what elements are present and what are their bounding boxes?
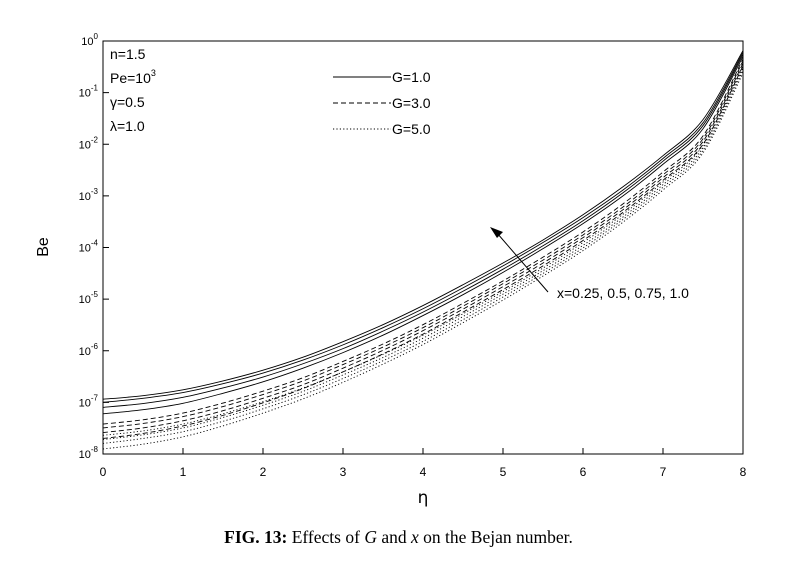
series-line-g1-0-solid — [102, 56, 744, 415]
legend: G=1.0 G=3.0 G=5.0 — [333, 69, 431, 137]
y-tick-label: 10-5 — [79, 290, 99, 306]
series-line-g3-0-dashed — [102, 58, 744, 425]
parameter-box: n=1.5 Pe=103 γ=0.5 λ=1.0 — [110, 46, 156, 134]
series-line-g1-0-solid — [102, 50, 744, 400]
parameter-label: γ=0.5 — [110, 94, 145, 110]
x-tick-label: 2 — [260, 465, 267, 479]
x-tick-label: 6 — [580, 465, 587, 479]
annotation-arrow-shaft — [496, 232, 549, 293]
x-tick-label: 1 — [180, 465, 187, 479]
series-line-g3-0-dashed — [102, 65, 744, 439]
parameter-label: λ=1.0 — [110, 118, 145, 134]
caption-text: and — [376, 527, 411, 547]
x-axis: 0 1 2 3 4 5 6 7 8 — [100, 448, 747, 479]
parameter-label: Pe=103 — [110, 68, 156, 86]
parameter-label: n=1.5 — [110, 46, 146, 62]
y-tick-label: 10-4 — [79, 239, 99, 255]
x-tick-label: 8 — [740, 465, 747, 479]
x-axis-label: η — [418, 488, 429, 508]
caption-text: on the Bejan number. — [418, 527, 573, 547]
series-line-g1-0-solid — [102, 54, 744, 408]
x-tick-label: 4 — [420, 465, 427, 479]
annotation-group: x=0.25, 0.5, 0.75, 1.0 — [490, 227, 689, 301]
x-tick-label: 0 — [100, 465, 107, 479]
series-line-g3-0-dashed — [102, 63, 744, 434]
series-line-g5-0-dotted — [102, 65, 744, 436]
y-tick-label: 10-8 — [79, 445, 99, 461]
y-axis-label: Be — [35, 237, 52, 257]
y-tick-label: 10-7 — [79, 393, 99, 409]
caption-text: Effects of — [287, 527, 365, 547]
series-line-g5-0-dotted — [102, 67, 744, 441]
series-line-g5-0-dotted — [102, 72, 744, 450]
y-axis: 10-8 10-7 10-6 10-5 10-4 10-3 10-2 10-1 100 — [79, 32, 109, 461]
annotation-arrowhead — [490, 227, 503, 238]
y-tick-label: 100 — [81, 32, 98, 48]
caption-var-x: x — [410, 527, 419, 547]
x-tick-label: 7 — [660, 465, 667, 479]
figure-caption: FIG. 13: Effects of G and x on the Bejan… — [0, 527, 797, 548]
x-tick-label: 5 — [500, 465, 507, 479]
y-tick-label: 10-6 — [79, 342, 99, 358]
caption-label: FIG. 13: — [224, 527, 288, 547]
caption-var-g: G — [364, 527, 377, 547]
y-tick-label: 10-2 — [79, 135, 99, 151]
y-tick-label: 10-3 — [79, 187, 99, 203]
legend-label: G=3.0 — [392, 95, 431, 111]
legend-label: G=1.0 — [392, 69, 431, 85]
series-line-g1-0-solid — [102, 52, 744, 403]
x-tick-label: 3 — [340, 465, 347, 479]
series-line-g3-0-dashed — [102, 60, 744, 429]
y-tick-label: 10-1 — [79, 84, 99, 100]
annotation-label: x=0.25, 0.5, 0.75, 1.0 — [557, 285, 689, 301]
series-layer — [102, 50, 744, 450]
legend-label: G=5.0 — [392, 121, 431, 137]
